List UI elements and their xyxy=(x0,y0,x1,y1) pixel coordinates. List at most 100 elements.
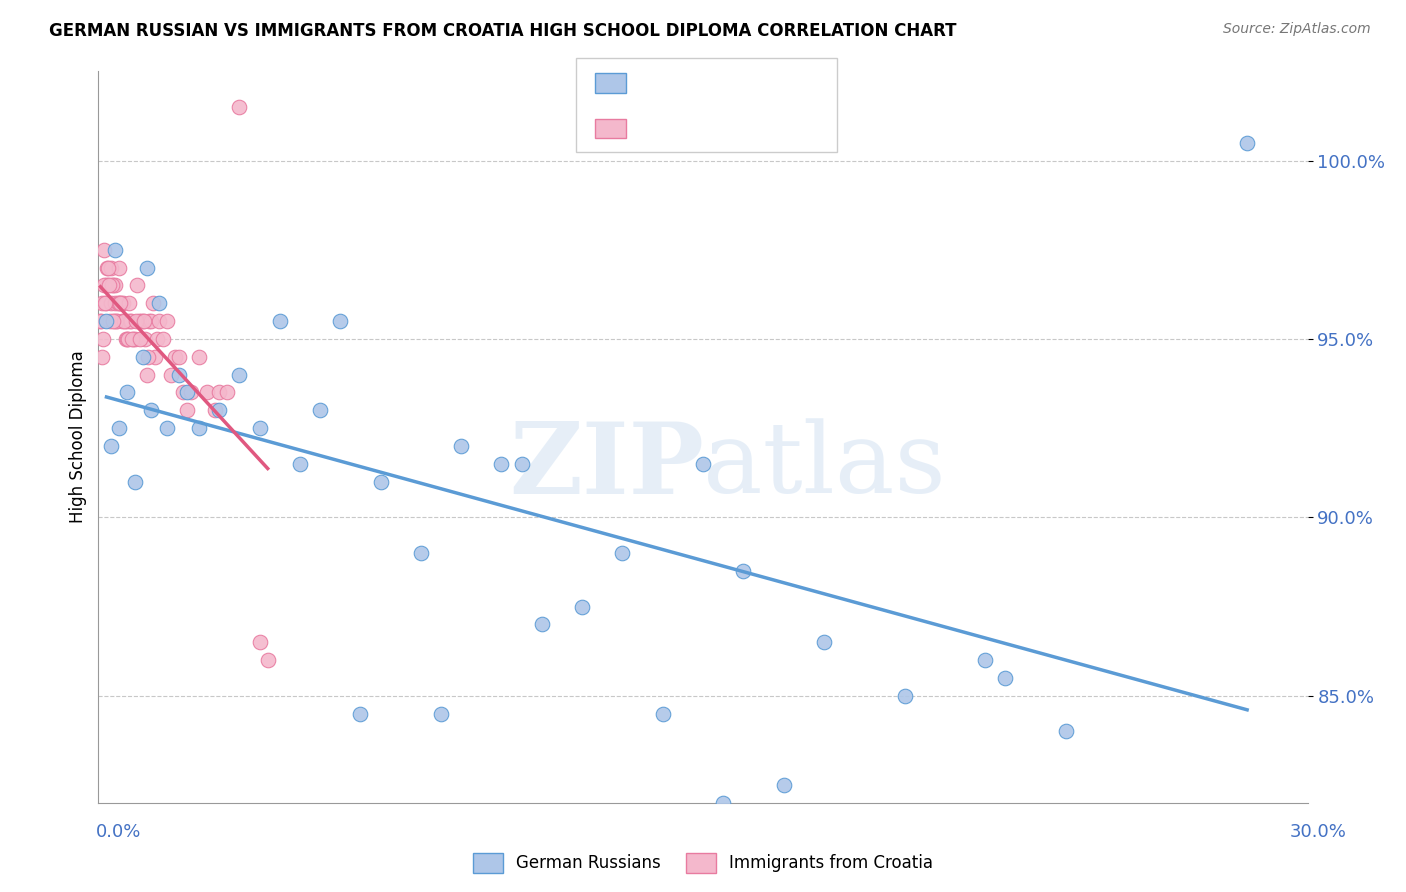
Point xyxy=(152,332,174,346)
Point xyxy=(97,260,120,275)
Text: R =: R = xyxy=(634,120,673,137)
Point xyxy=(146,332,169,346)
Point xyxy=(90,350,112,364)
Point xyxy=(103,314,125,328)
Point xyxy=(107,296,129,310)
Point xyxy=(105,314,128,328)
Text: ZIP: ZIP xyxy=(509,417,704,515)
Point xyxy=(100,439,122,453)
Point xyxy=(118,314,141,328)
Text: 42: 42 xyxy=(765,74,790,92)
Point xyxy=(228,100,250,114)
Point xyxy=(370,475,392,489)
Point xyxy=(249,635,271,649)
Point xyxy=(139,403,162,417)
Point xyxy=(94,296,117,310)
Point xyxy=(135,260,157,275)
Point xyxy=(97,278,120,293)
Text: 76: 76 xyxy=(765,120,790,137)
Point xyxy=(124,475,146,489)
Point xyxy=(195,385,218,400)
Point xyxy=(349,706,371,721)
Point xyxy=(217,385,239,400)
Point xyxy=(89,314,111,328)
Point xyxy=(108,296,131,310)
Point xyxy=(104,278,127,293)
Point xyxy=(132,314,155,328)
Point xyxy=(125,314,148,328)
Point xyxy=(111,314,134,328)
Point xyxy=(176,403,198,417)
Point xyxy=(228,368,250,382)
Point xyxy=(134,332,156,346)
Point xyxy=(135,368,157,382)
Point xyxy=(96,314,118,328)
Point xyxy=(93,278,115,293)
Point xyxy=(120,314,142,328)
Point xyxy=(115,385,138,400)
Point xyxy=(98,314,121,328)
Text: Source: ZipAtlas.com: Source: ZipAtlas.com xyxy=(1223,22,1371,37)
Point xyxy=(430,706,453,721)
Point xyxy=(530,617,553,632)
Point xyxy=(121,332,143,346)
Point xyxy=(93,243,115,257)
Point xyxy=(110,296,132,310)
Text: 0.0%: 0.0% xyxy=(96,822,141,840)
Point xyxy=(112,314,135,328)
Point xyxy=(143,350,166,364)
Point xyxy=(114,332,136,346)
Point xyxy=(974,653,997,667)
Point xyxy=(180,385,202,400)
Point xyxy=(813,635,835,649)
Point xyxy=(571,599,593,614)
Text: GERMAN RUSSIAN VS IMMIGRANTS FROM CROATIA HIGH SCHOOL DIPLOMA CORRELATION CHART: GERMAN RUSSIAN VS IMMIGRANTS FROM CROATI… xyxy=(49,22,956,40)
Point xyxy=(288,457,311,471)
Point xyxy=(733,564,755,578)
Point xyxy=(167,350,190,364)
Point xyxy=(100,260,122,275)
Point xyxy=(269,314,291,328)
Point xyxy=(249,421,271,435)
Point xyxy=(167,368,190,382)
Point xyxy=(100,296,122,310)
Point xyxy=(142,296,165,310)
Text: N =: N = xyxy=(724,74,776,92)
Text: R =: R = xyxy=(634,74,673,92)
Y-axis label: High School Diploma: High School Diploma xyxy=(69,351,87,524)
Text: 30.0%: 30.0% xyxy=(1291,822,1347,840)
Point xyxy=(1236,136,1258,150)
Point xyxy=(651,706,673,721)
Point xyxy=(96,260,118,275)
Point xyxy=(160,368,183,382)
Point xyxy=(103,296,125,310)
Text: 0.243: 0.243 xyxy=(671,74,727,92)
Point xyxy=(491,457,513,471)
Point xyxy=(1054,724,1077,739)
Point xyxy=(134,314,156,328)
Point xyxy=(117,332,139,346)
Point xyxy=(994,671,1017,685)
Point xyxy=(148,314,170,328)
Point xyxy=(176,385,198,400)
Point xyxy=(409,546,432,560)
Text: N =: N = xyxy=(724,120,776,137)
Point xyxy=(893,689,915,703)
Point xyxy=(329,314,352,328)
Point xyxy=(96,278,118,293)
Point xyxy=(156,314,179,328)
Point xyxy=(132,350,155,364)
Point xyxy=(692,457,714,471)
Point xyxy=(163,350,186,364)
Point xyxy=(204,403,226,417)
Point xyxy=(103,243,125,257)
Point xyxy=(139,314,162,328)
Point xyxy=(108,296,131,310)
Point xyxy=(711,796,734,810)
Text: 0.318: 0.318 xyxy=(671,120,728,137)
Point xyxy=(94,296,117,310)
Point xyxy=(208,403,231,417)
Point xyxy=(188,350,211,364)
Point xyxy=(148,296,170,310)
Point xyxy=(118,296,141,310)
